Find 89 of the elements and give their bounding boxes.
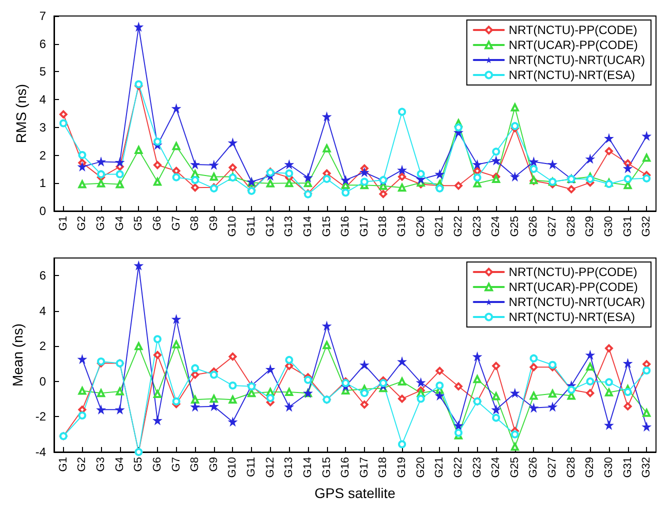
x-tick-label: G3: [95, 216, 108, 231]
x-tick-label: G16: [340, 457, 352, 478]
y-tick-label: 2: [39, 339, 46, 354]
x-tick-label: G8: [189, 457, 202, 472]
legend-label: NRT(UCAR)-PP(CODE): [508, 38, 638, 52]
legend-label: NRT(NCTU)-NRT(ESA): [508, 68, 636, 82]
y-tick-label: 2: [39, 148, 46, 162]
x-tick-label: G23: [471, 457, 484, 478]
y-tick-label: 1: [39, 176, 46, 190]
x-tick-label: G29: [584, 216, 596, 237]
x-tick-label: G13: [283, 457, 296, 478]
x-tick-label: G10: [226, 216, 239, 237]
x-tick-label: G2: [76, 457, 88, 472]
x-tick-label: G17: [358, 216, 370, 237]
x-tick-label: G18: [377, 457, 390, 478]
x-tick-label: G12: [264, 216, 276, 237]
y-tick-label: 0: [39, 374, 46, 388]
y-tick-label: 4: [39, 304, 46, 318]
legend-label: NRT(NCTU)-NRT(ESA): [508, 310, 636, 324]
y-tick-label: -2: [35, 410, 46, 424]
x-tick-label: G26: [528, 216, 540, 237]
legend-label: NRT(NCTU)-PP(CODE): [508, 23, 638, 37]
x-tick-label: G4: [114, 457, 126, 472]
x-tick-label: G13: [283, 216, 296, 237]
x-tick-label: G3: [95, 457, 108, 472]
x-tick-label: G6: [151, 457, 164, 472]
x-tick-label: G10: [226, 457, 239, 478]
x-tick-label: G20: [414, 457, 427, 478]
x-tick-label: G28: [565, 457, 578, 478]
x-tick-label: G24: [490, 457, 502, 478]
x-tick-label: G29: [584, 457, 596, 478]
y-tick-label: 7: [39, 9, 46, 23]
x-axis-title: GPS satellite: [314, 485, 396, 501]
x-tick-label: G31: [622, 457, 634, 478]
y-tick-label: 6: [39, 268, 46, 283]
x-tick-label: G21: [434, 216, 446, 237]
x-tick-label: G11: [246, 216, 258, 236]
y-axis-title: Mean (ns): [9, 323, 26, 387]
x-tick-label: G21: [434, 457, 446, 478]
x-tick-label: G9: [208, 457, 220, 472]
x-tick-label: G19: [396, 457, 408, 478]
x-tick-label: G11: [246, 457, 258, 477]
x-tick-label: G8: [189, 216, 202, 231]
y-tick-label: 3: [39, 120, 46, 134]
y-tick-label: 0: [39, 204, 46, 218]
y-tick-label: 5: [39, 64, 46, 79]
x-tick-label: G4: [114, 216, 126, 231]
legend-label: NRT(UCAR)-PP(CODE): [508, 280, 638, 294]
x-tick-label: G22: [452, 216, 464, 237]
x-tick-label: G24: [490, 216, 502, 237]
x-tick-label: G32: [640, 457, 653, 478]
x-tick-label: G30: [602, 457, 615, 478]
x-tick-label: G1: [57, 457, 70, 472]
x-tick-label: G5: [132, 216, 145, 231]
x-tick-label: G14: [302, 457, 314, 478]
x-tick-label: G1: [57, 216, 70, 231]
y-tick-label: 6: [39, 36, 46, 51]
x-tick-label: G26: [528, 457, 540, 478]
x-tick-label: G7: [170, 457, 182, 472]
x-tick-label: G9: [208, 216, 220, 231]
x-tick-label: G22: [452, 457, 464, 478]
legend-label: NRT(NCTU)-NRT(UCAR): [508, 295, 646, 309]
legend-label: NRT(NCTU)-NRT(UCAR): [508, 53, 646, 67]
x-tick-label: G17: [358, 457, 370, 478]
x-tick-label: G5: [132, 457, 145, 472]
x-tick-label: G15: [320, 457, 333, 478]
x-tick-label: G19: [396, 216, 408, 237]
x-tick-label: G30: [602, 216, 615, 237]
y-tick-label: -4: [35, 445, 46, 459]
x-tick-label: G23: [471, 216, 484, 237]
x-tick-label: G15: [320, 216, 333, 237]
x-tick-label: G14: [302, 216, 314, 237]
x-tick-label: G7: [170, 216, 182, 231]
legend-label: NRT(NCTU)-PP(CODE): [508, 265, 638, 279]
x-tick-label: G28: [565, 216, 578, 237]
x-tick-label: G25: [508, 457, 521, 478]
x-tick-label: G2: [76, 216, 88, 231]
y-tick-label: 4: [39, 92, 46, 107]
x-tick-label: G12: [264, 457, 276, 478]
x-tick-label: G20: [414, 216, 427, 237]
x-tick-label: G25: [508, 216, 521, 237]
x-tick-label: G32: [640, 216, 653, 237]
x-tick-label: G6: [151, 216, 164, 231]
x-tick-label: G18: [377, 216, 390, 237]
x-tick-label: G27: [546, 216, 559, 237]
y-axis-title: RMS (ns): [13, 84, 29, 144]
x-tick-label: G27: [546, 457, 559, 478]
x-tick-label: G31: [622, 216, 634, 237]
x-tick-label: G16: [340, 216, 352, 237]
